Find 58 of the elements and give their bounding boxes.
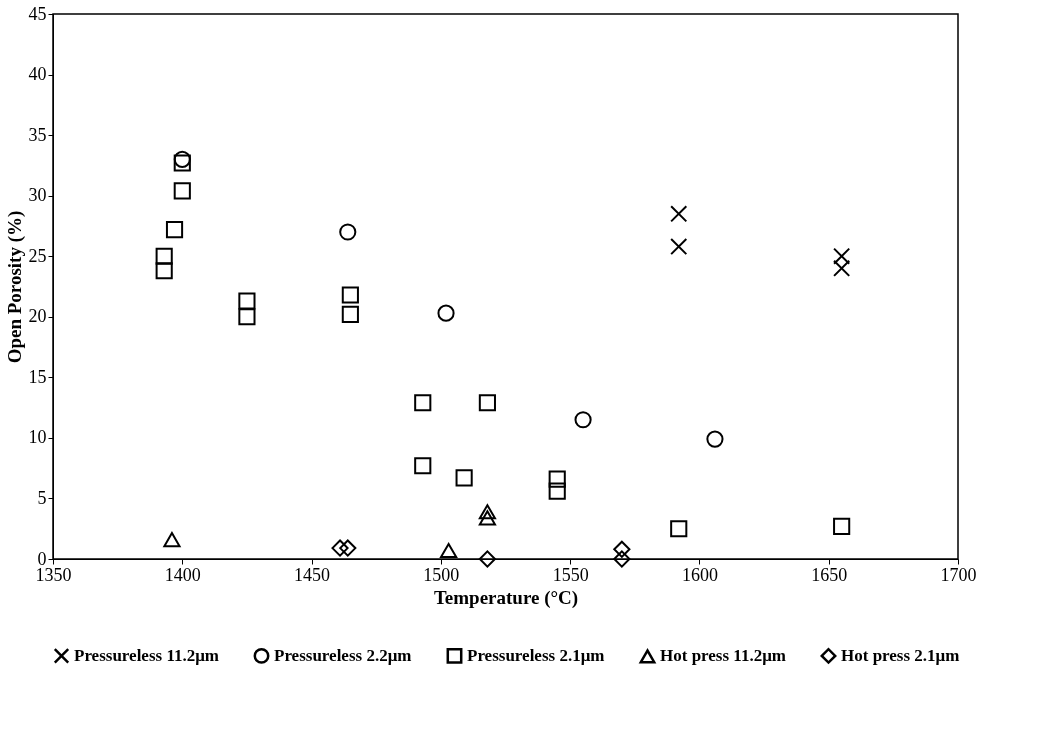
y-axis-title: Open Porosity (%) <box>3 210 26 364</box>
point <box>155 262 173 280</box>
x-tick-label: 1600 <box>681 564 718 585</box>
x-axis-title: Temperature (°C) <box>433 586 579 609</box>
point <box>478 394 496 412</box>
x-tick-label: 1650 <box>811 564 848 585</box>
point <box>331 539 349 557</box>
y-tick-label: 30 <box>28 185 47 206</box>
point <box>548 470 566 488</box>
point <box>613 540 631 558</box>
legend-label: Pressureless 11.2μm <box>74 645 219 665</box>
point <box>706 430 724 448</box>
point <box>455 469 473 487</box>
point <box>478 550 496 568</box>
point <box>238 292 256 310</box>
point <box>339 539 357 557</box>
y-tick-label: 5 <box>37 487 47 508</box>
point <box>574 411 592 429</box>
point <box>833 259 851 277</box>
y-tick-label: 45 <box>28 3 47 24</box>
legend-label: Pressureless 2.2μm <box>274 645 412 665</box>
y-tick-label: 15 <box>28 366 47 387</box>
x-tick-label: 1500 <box>423 564 460 585</box>
y-tick-label: 40 <box>28 64 47 85</box>
x-tick-label: 1400 <box>164 564 201 585</box>
point <box>670 205 688 223</box>
point <box>238 308 256 326</box>
x-tick-label: 1550 <box>552 564 589 585</box>
point <box>440 542 458 559</box>
point <box>165 220 184 239</box>
legend-label: Hot press 2.1μm <box>841 645 960 665</box>
point <box>670 237 688 256</box>
point <box>670 520 688 538</box>
point <box>833 247 851 265</box>
point <box>478 510 496 526</box>
point <box>548 482 566 500</box>
legend-label: Hot press 11.2μm <box>660 646 786 666</box>
point <box>414 457 432 475</box>
point <box>173 154 191 172</box>
point <box>155 247 173 265</box>
point <box>163 532 181 548</box>
x-tick-label: 1450 <box>294 564 331 585</box>
y-tick-label: 20 <box>28 306 47 327</box>
point <box>173 150 191 168</box>
y-tick-label: 10 <box>28 427 47 448</box>
point <box>339 223 357 241</box>
x-tick-label: 1700 <box>940 564 977 585</box>
point <box>173 182 191 200</box>
point <box>478 504 496 520</box>
point <box>341 305 359 323</box>
y-tick-label: 25 <box>28 245 47 266</box>
legend-label: Pressureless 2.1μm <box>467 645 605 665</box>
point <box>341 286 359 304</box>
point <box>833 517 851 535</box>
point <box>613 550 631 568</box>
point <box>437 304 455 322</box>
y-tick-label: 35 <box>28 124 47 145</box>
point <box>414 394 432 412</box>
